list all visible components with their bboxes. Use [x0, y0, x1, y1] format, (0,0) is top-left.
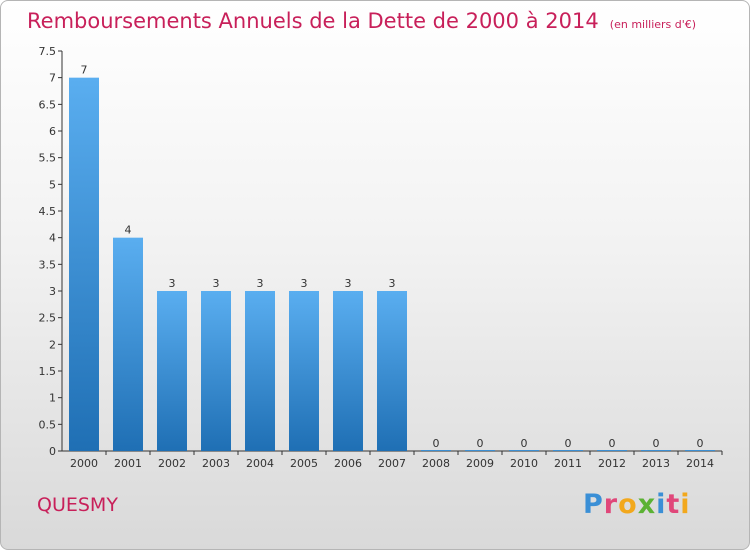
y-tick-label: 7.5 — [39, 45, 57, 58]
chart-subtitle: (en milliers d'€) — [609, 18, 697, 31]
data-label: 4 — [125, 224, 132, 237]
chart-title: Remboursements Annuels de la Dette de 20… — [27, 9, 599, 33]
bar[interactable] — [641, 450, 671, 451]
x-tick-label: 2003 — [202, 457, 230, 470]
bar[interactable] — [685, 450, 715, 451]
bar[interactable] — [377, 291, 407, 451]
data-labels: 7 4 3 3 3 3 3 3 0 0 0 0 0 0 0 — [81, 64, 704, 450]
logo-letter: i — [656, 489, 667, 520]
x-tick-label: 2002 — [158, 457, 186, 470]
data-label: 0 — [565, 437, 572, 450]
x-tick-label: 2009 — [466, 457, 494, 470]
x-axis: 2000 2001 2002 2003 2004 2005 2006 2007 2008 2009… — [62, 450, 723, 470]
x-tick-label: 2013 — [642, 457, 670, 470]
x-tick-label: 2006 — [334, 457, 362, 470]
x-tick-label: 2004 — [246, 457, 274, 470]
x-tick-label: 2014 — [686, 457, 714, 470]
y-tick-label: 4.5 — [39, 205, 57, 218]
data-label: 0 — [697, 437, 704, 450]
data-label: 0 — [433, 437, 440, 450]
data-label: 7 — [81, 64, 88, 77]
y-tick-label: 3.5 — [39, 258, 57, 271]
bar[interactable] — [69, 77, 99, 452]
y-tick-label: 5.5 — [39, 152, 57, 165]
y-tick-label: 5 — [49, 178, 56, 191]
y-tick-label: 7 — [49, 72, 56, 85]
bars — [69, 77, 715, 452]
data-label: 3 — [169, 277, 176, 290]
bar[interactable] — [157, 291, 187, 451]
bar[interactable] — [113, 237, 143, 451]
data-label: 3 — [389, 277, 396, 290]
y-tick-label: 6.5 — [39, 98, 57, 111]
bar[interactable] — [201, 291, 231, 451]
bar[interactable] — [421, 450, 451, 451]
x-tick-label: 2010 — [510, 457, 538, 470]
bar[interactable] — [333, 291, 363, 451]
y-tick-label: 6 — [49, 125, 56, 138]
logo-letter: r — [603, 489, 619, 520]
x-tick-label: 2005 — [290, 457, 318, 470]
x-tick-label: 2007 — [378, 457, 406, 470]
logo-letter: t — [666, 489, 681, 520]
bar[interactable] — [289, 291, 319, 451]
commune-name: QUESMY — [37, 494, 118, 516]
data-label: 3 — [301, 277, 308, 290]
x-tick-label: 2000 — [70, 457, 98, 470]
bar[interactable] — [509, 450, 539, 451]
data-label: 0 — [521, 437, 528, 450]
logo-letter: P — [583, 489, 604, 520]
data-label: 3 — [345, 277, 352, 290]
y-axis: 0 0.5 1 1.5 2 2.5 3 3.5 4 4.5 5 5.5 6 6.5 7 7.5 — [39, 45, 63, 458]
bar[interactable] — [597, 450, 627, 451]
x-tick-label: 2012 — [598, 457, 626, 470]
data-label: 0 — [609, 437, 616, 450]
bar[interactable] — [465, 450, 495, 451]
x-tick-label: 2008 — [422, 457, 450, 470]
x-tick-label: 2001 — [114, 457, 142, 470]
y-tick-label: 3 — [49, 285, 56, 298]
bar[interactable] — [553, 450, 583, 451]
y-tick-label: 2.5 — [39, 312, 57, 325]
y-tick-label: 0 — [49, 445, 56, 458]
proxiti-logo[interactable]: Proxiti — [583, 489, 691, 520]
bar[interactable] — [245, 291, 275, 451]
logo-letter: x — [637, 489, 657, 520]
data-label: 0 — [653, 437, 660, 450]
data-label: 0 — [477, 437, 484, 450]
logo-letter: i — [680, 489, 691, 520]
y-tick-label: 1 — [49, 392, 56, 405]
y-tick-label: 2 — [49, 338, 56, 351]
y-tick-label: 1.5 — [39, 365, 57, 378]
title-row: Remboursements Annuels de la Dette de 20… — [27, 9, 696, 33]
logo-letter: o — [618, 489, 638, 520]
y-tick-label: 0.5 — [39, 418, 57, 431]
x-tick-label: 2011 — [554, 457, 582, 470]
data-label: 3 — [213, 277, 220, 290]
data-label: 3 — [257, 277, 264, 290]
y-tick-label: 4 — [49, 232, 56, 245]
